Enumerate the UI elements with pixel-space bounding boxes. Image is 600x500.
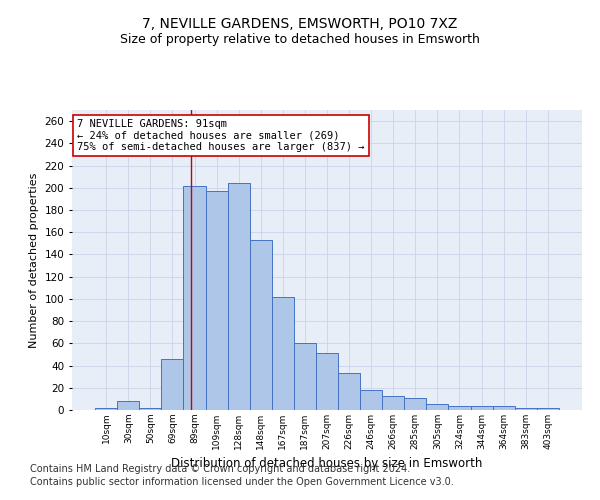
Bar	[227, 184, 250, 410]
Text: Size of property relative to detached houses in Emsworth: Size of property relative to detached ho…	[120, 32, 480, 46]
Bar	[470, 406, 493, 410]
Text: Contains HM Land Registry data © Crown copyright and database right 2024.: Contains HM Land Registry data © Crown c…	[30, 464, 410, 474]
Text: 7 NEVILLE GARDENS: 91sqm
← 24% of detached houses are smaller (269)
75% of semi-: 7 NEVILLE GARDENS: 91sqm ← 24% of detach…	[77, 119, 365, 152]
Bar	[404, 398, 427, 410]
Text: Contains public sector information licensed under the Open Government Licence v3: Contains public sector information licen…	[30, 477, 454, 487]
Bar	[184, 186, 206, 410]
Bar	[206, 191, 227, 410]
Bar	[139, 408, 161, 410]
Bar	[515, 408, 537, 410]
Bar	[338, 374, 360, 410]
Text: 7, NEVILLE GARDENS, EMSWORTH, PO10 7XZ: 7, NEVILLE GARDENS, EMSWORTH, PO10 7XZ	[142, 18, 458, 32]
Bar	[493, 406, 515, 410]
Bar	[117, 401, 139, 410]
Bar	[272, 296, 294, 410]
Bar	[294, 344, 316, 410]
Bar	[448, 406, 470, 410]
Bar	[537, 408, 559, 410]
Y-axis label: Number of detached properties: Number of detached properties	[29, 172, 39, 348]
Bar	[382, 396, 404, 410]
Bar	[427, 404, 448, 410]
Bar	[95, 408, 117, 410]
Bar	[161, 359, 184, 410]
X-axis label: Distribution of detached houses by size in Emsworth: Distribution of detached houses by size …	[172, 458, 482, 470]
Bar	[360, 390, 382, 410]
Bar	[316, 354, 338, 410]
Bar	[250, 240, 272, 410]
